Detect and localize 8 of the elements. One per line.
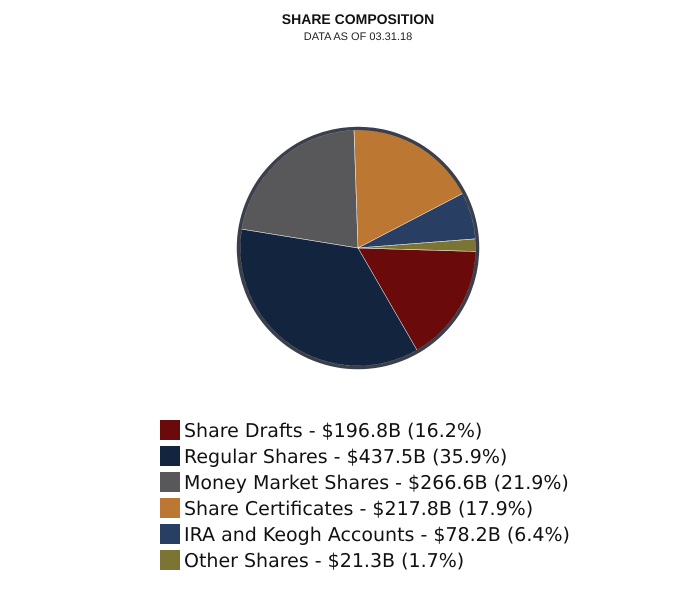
- legend-label: Other Shares - $21.3B (1.7%): [184, 550, 464, 572]
- chart-subtitle: DATA AS OF 03.31.18: [304, 31, 412, 43]
- legend-label: Money Market Shares - $266.6B (21.9%): [184, 472, 569, 494]
- legend-label: Share Drafts - $196.8B (16.2%): [184, 420, 482, 442]
- legend-label: Regular Shares - $437.5B (35.9%): [184, 446, 508, 468]
- legend-label: IRA and Keogh Accounts - $78.2B (6.4%): [184, 524, 570, 546]
- chart-title: SHARE COMPOSITION: [282, 11, 434, 27]
- legend-label: Share Certificates - $217.8B (17.9%): [184, 498, 534, 520]
